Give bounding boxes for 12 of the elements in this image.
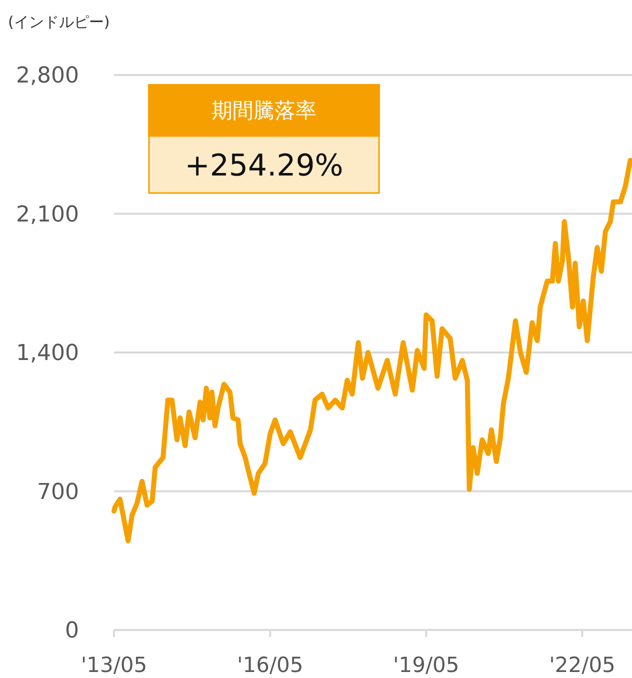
y-tick-label: 1,400 — [16, 341, 79, 366]
x-tick-label: '16/05 — [236, 653, 304, 677]
y-tick-label: 700 — [37, 480, 79, 505]
annotation: 期間騰落率 — [212, 98, 316, 122]
annotation: +254.29% — [184, 148, 344, 184]
x-tick-label: '13/05 — [80, 653, 148, 677]
y-axis-title: (インドルピー) — [8, 13, 110, 31]
y-tick-label: 2,800 — [16, 64, 79, 89]
x-tick-label: '19/05 — [392, 653, 460, 677]
y-tick-label: 0 — [65, 618, 79, 644]
x-tick-label: '22/05 — [549, 653, 616, 677]
y-tick-label: 2,100 — [16, 202, 79, 228]
